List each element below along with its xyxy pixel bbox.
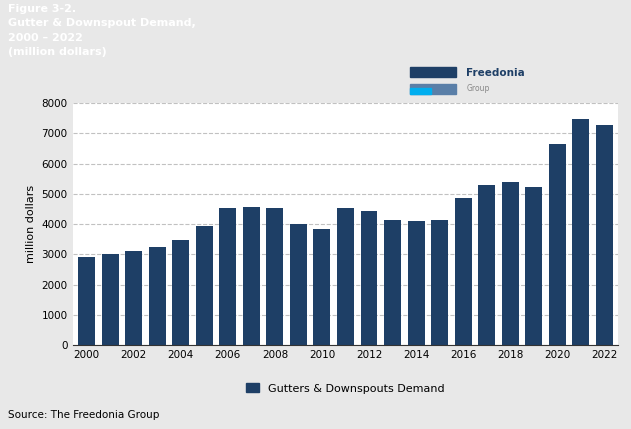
Text: Group: Group xyxy=(466,84,490,93)
Bar xyxy=(126,251,142,345)
Bar xyxy=(172,240,189,345)
Bar xyxy=(266,208,283,345)
Bar xyxy=(410,84,456,94)
Bar xyxy=(525,187,542,345)
Bar xyxy=(454,198,471,345)
Bar xyxy=(408,221,425,345)
Bar xyxy=(78,257,95,345)
Bar xyxy=(314,230,331,345)
Bar xyxy=(410,67,456,76)
Y-axis label: million dollars: million dollars xyxy=(26,185,36,263)
Text: Freedonia: Freedonia xyxy=(466,68,525,79)
Bar xyxy=(360,211,377,345)
Bar xyxy=(196,226,213,345)
Bar xyxy=(337,208,354,345)
Legend: Gutters & Downspouts Demand: Gutters & Downspouts Demand xyxy=(242,379,449,398)
Text: Source: The Freedonia Group: Source: The Freedonia Group xyxy=(8,411,159,420)
Bar xyxy=(431,220,448,345)
Bar xyxy=(596,125,613,345)
Bar xyxy=(549,145,565,345)
Bar xyxy=(410,88,431,94)
Bar xyxy=(220,208,236,345)
Bar xyxy=(243,208,260,345)
Bar xyxy=(102,254,119,345)
Bar xyxy=(502,182,519,345)
Bar xyxy=(149,247,166,345)
Bar xyxy=(384,220,401,345)
Bar xyxy=(478,185,495,345)
Text: Figure 3-2.
Gutter & Downspout Demand,
2000 – 2022
(million dollars): Figure 3-2. Gutter & Downspout Demand, 2… xyxy=(8,4,196,57)
Bar xyxy=(572,119,589,345)
Bar xyxy=(290,224,307,345)
